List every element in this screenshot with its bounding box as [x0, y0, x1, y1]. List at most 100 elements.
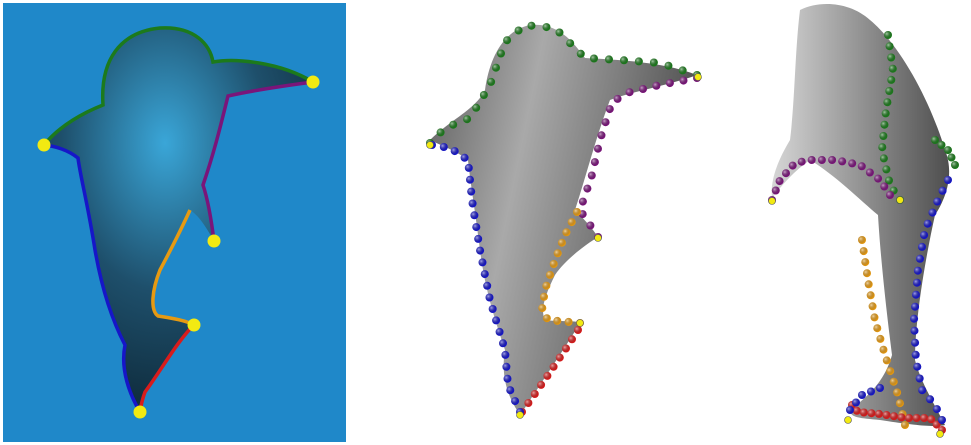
- front-belly-bead-highlight: [553, 249, 562, 258]
- front-left-bead-highlight: [499, 339, 507, 348]
- side-belly-bead-highlight: [868, 302, 877, 311]
- side-left-bead-highlight: [918, 386, 927, 395]
- side-fin-bead-highlight: [838, 157, 847, 166]
- side-left-bead-highlight: [910, 314, 919, 323]
- side-tail-bead-highlight: [927, 415, 936, 424]
- side-left-b-bead-highlight: [876, 384, 884, 392]
- dolphin-silhouette: [44, 27, 313, 413]
- front-tail-bead-highlight: [537, 380, 546, 389]
- front-tail-bead-highlight: [524, 399, 533, 407]
- front-keypoint-left-fin: [426, 141, 434, 149]
- front-left-bead-highlight: [472, 223, 481, 232]
- side-head-bead-highlight: [885, 87, 894, 95]
- front-left-bead-highlight: [501, 350, 510, 359]
- front-keypoint-belly: [576, 319, 584, 327]
- side-head-b-bead-highlight: [951, 161, 959, 169]
- side-tail-bead-highlight: [920, 414, 929, 422]
- model-side-panel: [768, 4, 959, 438]
- side-keypoint-dorsal: [896, 196, 904, 204]
- side-fin-bead-highlight: [807, 156, 816, 164]
- keypoint-belly: [187, 318, 201, 332]
- front-head-bead-highlight: [555, 28, 564, 37]
- side-keypoint-tail-tip: [936, 430, 944, 438]
- model-front-panel: [426, 21, 702, 419]
- side-fin-bead-highlight: [857, 162, 866, 171]
- front-left-bead-highlight: [464, 163, 473, 172]
- front-head-bead-highlight: [566, 39, 575, 48]
- side-left-b-bead-highlight: [852, 398, 860, 407]
- front-fin-bead-highlight: [587, 171, 596, 180]
- keypoint-tail: [133, 405, 147, 419]
- side-left-bead-highlight: [938, 416, 946, 424]
- front-fin-bead-highlight: [679, 76, 688, 85]
- front-head-bead-highlight: [664, 61, 673, 70]
- front-tail-bead-highlight: [549, 362, 558, 371]
- side-fin-bead-highlight: [771, 186, 780, 195]
- side-head-b-bead-highlight: [931, 136, 939, 144]
- front-left-bead-highlight: [485, 293, 494, 302]
- side-left-b-bead-highlight: [858, 391, 866, 399]
- side-left-bead-highlight: [920, 231, 929, 240]
- keypoint-right-fin: [306, 75, 320, 89]
- front-belly-bead-highlight: [540, 292, 548, 301]
- front-left-bead-highlight: [495, 327, 504, 336]
- side-head-bead-highlight: [881, 109, 890, 118]
- side-left-bead-highlight: [933, 197, 942, 206]
- front-tail-bead-highlight: [568, 335, 576, 344]
- front-left-bead-highlight: [450, 147, 459, 156]
- front-tail-bead-highlight: [574, 326, 582, 334]
- front-tail-bead-highlight: [530, 390, 539, 398]
- keypoint-left-fin: [37, 138, 51, 152]
- side-head-b-bead-highlight: [944, 146, 952, 155]
- front-fin-bead-highlight: [586, 221, 595, 230]
- side-head-bead-highlight: [878, 143, 887, 152]
- side-fin-bead-highlight: [797, 157, 806, 166]
- front-belly-bead-highlight: [567, 218, 576, 227]
- side-left-b-bead-highlight: [846, 406, 854, 414]
- front-head-bead-highlight: [649, 58, 658, 67]
- side-tail-bead-highlight: [882, 411, 891, 419]
- side-belly-bead-highlight: [882, 356, 891, 365]
- front-left-bead-highlight: [474, 234, 483, 243]
- front-head-bead-highlight: [576, 49, 585, 58]
- side-belly-bead-highlight: [863, 269, 871, 278]
- front-head-bead-highlight: [479, 91, 488, 99]
- front-tail-bead-highlight: [555, 353, 564, 362]
- side-left-bead-highlight: [911, 338, 920, 347]
- side-tail-bead-highlight: [859, 408, 868, 417]
- front-head-bead-highlight: [449, 120, 458, 129]
- side-left-bead-highlight: [932, 405, 941, 414]
- front-left-bead-highlight: [511, 397, 520, 406]
- side-belly-bead-highlight: [889, 377, 898, 386]
- side-head-bead-highlight: [887, 53, 896, 62]
- front-left-bead-highlight: [478, 258, 487, 267]
- front-belly-bead-highlight: [562, 228, 571, 237]
- side-belly-bead-highlight: [876, 334, 885, 343]
- keypoint-dorsal: [207, 234, 221, 248]
- side-head-bead-highlight: [879, 132, 888, 140]
- side-fin-bead-highlight: [828, 156, 837, 164]
- front-fin-bead-highlight: [613, 94, 622, 103]
- side-belly-bead-highlight: [901, 421, 909, 429]
- back-fin-contour: [201, 80, 314, 242]
- front-belly-bead-highlight: [546, 270, 554, 279]
- belly-contour: [151, 209, 195, 327]
- front-head-bead-highlight: [542, 23, 551, 32]
- side-belly-bead-highlight: [895, 399, 904, 408]
- side-fin-bead-highlight: [782, 169, 790, 178]
- side-tail-bead-highlight: [875, 409, 883, 418]
- front-head-bead-highlight: [634, 57, 643, 66]
- side-fin-bead-highlight: [788, 161, 797, 170]
- front-fin-bead-highlight: [583, 184, 592, 193]
- front-fin-bead-highlight: [594, 144, 602, 153]
- front-tail-bead-highlight: [543, 371, 552, 380]
- side-tail-bead-highlight: [867, 409, 876, 418]
- left-side-contour: [43, 143, 142, 413]
- side-tail-bead-highlight: [852, 406, 861, 415]
- side-left-bead-highlight: [926, 395, 935, 404]
- side-head-bead-highlight: [885, 176, 893, 185]
- front-head-bead-highlight: [492, 63, 500, 72]
- side-left-bead-highlight: [938, 186, 947, 195]
- front-keypoint-tail: [516, 411, 524, 419]
